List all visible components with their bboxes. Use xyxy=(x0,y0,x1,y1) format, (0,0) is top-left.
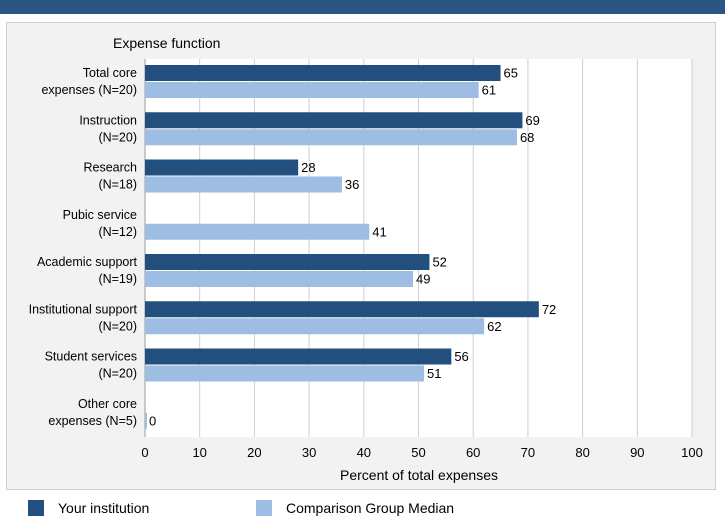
data-label: 69 xyxy=(525,113,539,128)
category-label: Academic support (N=19) xyxy=(37,255,138,286)
category-label: Pubic service (N=12) xyxy=(63,208,137,239)
bar-comparison-median xyxy=(145,412,147,429)
category-label: Other core expenses (N=5) xyxy=(48,397,137,428)
legend-swatch-comparison-median xyxy=(256,500,272,516)
category-label: Instruction (N=20) xyxy=(79,113,137,144)
x-tick-label: 50 xyxy=(411,445,425,460)
data-label: 51 xyxy=(427,366,441,381)
data-label: 36 xyxy=(345,177,359,192)
data-label: 68 xyxy=(520,130,534,145)
data-label: 28 xyxy=(301,160,315,175)
data-label: 61 xyxy=(482,83,496,98)
x-tick-label: 10 xyxy=(192,445,206,460)
data-label: 41 xyxy=(372,224,386,239)
legend-label-comparison-median: Comparison Group Median xyxy=(286,500,455,516)
data-label: 49 xyxy=(416,272,430,287)
x-tick-label: 80 xyxy=(575,445,589,460)
bar-comparison-median xyxy=(145,271,414,287)
bar-your-institution xyxy=(145,301,539,318)
category-label: Institutional support (N=20) xyxy=(29,302,138,333)
legend-label-your-institution: Your institution xyxy=(58,500,150,516)
legend-swatch-your-institution xyxy=(28,500,44,516)
bar-comparison-median xyxy=(145,129,517,146)
bar-your-institution xyxy=(145,254,430,270)
data-label: 62 xyxy=(487,319,501,334)
bar-your-institution xyxy=(145,159,299,176)
bar-comparison-median xyxy=(145,223,370,240)
data-label: 56 xyxy=(454,349,468,364)
category-label: Research (N=18) xyxy=(84,161,138,192)
x-tick-label: 0 xyxy=(141,445,148,460)
data-label: 65 xyxy=(504,66,518,81)
bar-comparison-median xyxy=(145,176,342,193)
category-labels: Total core expenses (N=20) Instruction (N=2… xyxy=(29,66,138,428)
bar-your-institution xyxy=(145,65,501,81)
data-label: 72 xyxy=(542,302,556,317)
x-tick-label: 90 xyxy=(630,445,644,460)
header-rule xyxy=(0,0,725,14)
x-axis-title: Percent of total expenses xyxy=(340,467,498,483)
x-tick-label: 20 xyxy=(247,445,261,460)
x-tick-label: 40 xyxy=(357,445,371,460)
category-axis-title: Expense function xyxy=(113,35,220,51)
x-tick-labels: 0 10 20 30 40 50 60 70 80 90 100 xyxy=(141,445,702,460)
legend-item-comparison-median: Comparison Group Median xyxy=(256,499,454,517)
data-label: 52 xyxy=(432,255,446,270)
legend: Your institution Comparison Group Median xyxy=(0,496,725,518)
bar-your-institution xyxy=(145,348,452,365)
bars xyxy=(145,65,539,429)
x-tick-label: 60 xyxy=(466,445,480,460)
legend-item-your-institution: Your institution xyxy=(28,499,149,517)
category-label: Total core expenses (N=20) xyxy=(41,66,137,97)
bar-comparison-median xyxy=(145,318,485,335)
x-tick-label: 70 xyxy=(521,445,535,460)
category-label: Student services (N=20) xyxy=(45,350,137,381)
x-tick-label: 30 xyxy=(302,445,316,460)
bar-comparison-median xyxy=(145,82,479,98)
x-tick-label: 100 xyxy=(681,445,703,460)
data-label: 0 xyxy=(149,413,156,428)
bar-comparison-median xyxy=(145,365,424,382)
bar-your-institution xyxy=(145,112,523,129)
